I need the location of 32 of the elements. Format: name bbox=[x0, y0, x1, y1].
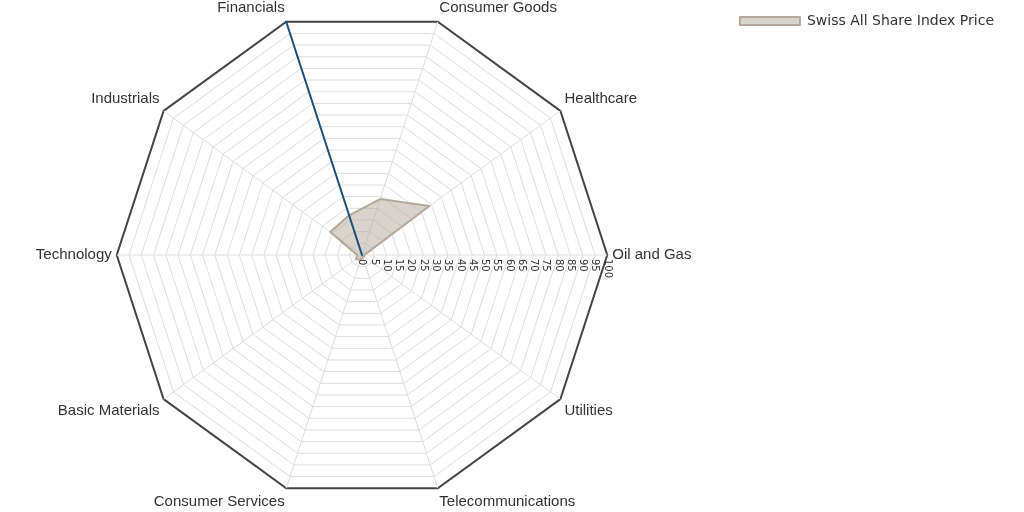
y-tick-label: 80 bbox=[553, 259, 565, 272]
y-tick-label: 60 bbox=[504, 259, 516, 272]
y-tick-label: 70 bbox=[529, 259, 541, 272]
y-tick-label: 25 bbox=[418, 259, 430, 272]
spoke-label: Consumer Services bbox=[153, 492, 285, 510]
y-tick-label: 20 bbox=[406, 259, 418, 272]
y-tick-label: 75 bbox=[541, 259, 553, 272]
spoke-label: Healthcare bbox=[564, 89, 637, 107]
y-tick-label: 95 bbox=[590, 259, 602, 272]
y-tick-label: 5 bbox=[369, 259, 381, 266]
y-tick-label: 40 bbox=[455, 259, 467, 272]
spoke-label: Oil and Gas bbox=[612, 245, 692, 263]
y-tick-label: 55 bbox=[492, 259, 504, 272]
y-tick-label: 50 bbox=[480, 259, 492, 272]
spoke-label: Basic Materials bbox=[57, 401, 160, 419]
y-tick-label: 100 bbox=[602, 259, 614, 279]
y-tick-label: 30 bbox=[430, 259, 442, 272]
y-tick-label: 0 bbox=[357, 259, 369, 266]
spoke-label: Utilities bbox=[564, 401, 613, 419]
y-tick-label: 35 bbox=[443, 259, 455, 272]
spoke-label: Telecommunications bbox=[439, 492, 576, 510]
y-tick-label: 85 bbox=[565, 259, 577, 272]
y-tick-label: 10 bbox=[381, 259, 393, 272]
spoke-label: Industrials bbox=[91, 89, 160, 107]
spoke-label: Financials bbox=[217, 0, 285, 16]
legend-label: Swiss All Share Index Price bbox=[806, 11, 995, 28]
y-tick-label: 45 bbox=[467, 259, 479, 272]
spoke-label: Consumer Goods bbox=[439, 0, 557, 16]
spoke-label: Technology bbox=[35, 245, 113, 263]
y-tick-label: 65 bbox=[516, 259, 528, 272]
y-tick-label: 15 bbox=[394, 259, 406, 272]
y-tick-label: 90 bbox=[578, 259, 590, 272]
